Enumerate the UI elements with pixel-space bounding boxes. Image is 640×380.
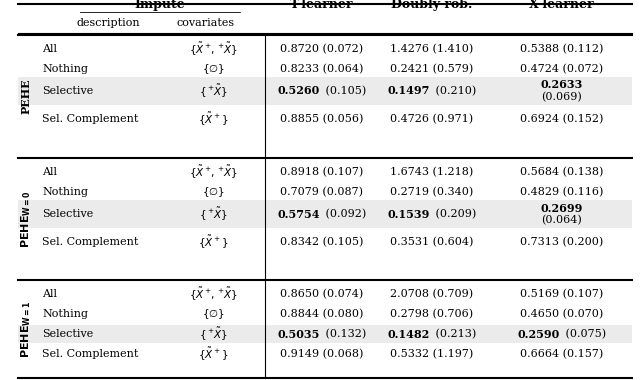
Text: Sel. Complement: Sel. Complement	[42, 349, 138, 359]
Text: 0.5684 (0.138): 0.5684 (0.138)	[520, 167, 604, 177]
Text: 2.0708 (0.709): 2.0708 (0.709)	[390, 289, 474, 299]
Text: $\{\emptyset\}$: $\{\emptyset\}$	[202, 62, 225, 76]
Text: $\{{}^+\!\tilde{X}\}$: $\{{}^+\!\tilde{X}\}$	[198, 206, 227, 222]
Text: 0.2421 (0.579): 0.2421 (0.579)	[390, 64, 474, 74]
Text: 0.8233 (0.064): 0.8233 (0.064)	[280, 64, 364, 74]
Text: 0.6924 (0.152): 0.6924 (0.152)	[520, 114, 604, 124]
Text: Sel. Complement: Sel. Complement	[42, 114, 138, 124]
Text: $\{\tilde{X}^+\!,{}^+\!\tilde{X}\}$: $\{\tilde{X}^+\!,{}^+\!\tilde{X}\}$	[189, 286, 237, 302]
Text: Selective: Selective	[42, 86, 93, 96]
Text: $\{\emptyset\}$: $\{\emptyset\}$	[202, 185, 225, 199]
Text: (0.092): (0.092)	[322, 209, 366, 219]
Text: (0.213): (0.213)	[432, 329, 476, 339]
Text: 1.6743 (1.218): 1.6743 (1.218)	[390, 167, 474, 177]
Text: Selective: Selective	[42, 209, 93, 219]
Text: Doubly rob.: Doubly rob.	[391, 0, 473, 11]
Text: $\{\emptyset\}$: $\{\emptyset\}$	[202, 307, 225, 321]
Text: 0.1497: 0.1497	[388, 86, 430, 97]
Text: 0.8650 (0.074): 0.8650 (0.074)	[280, 289, 364, 299]
Text: 0.4724 (0.072): 0.4724 (0.072)	[520, 64, 604, 74]
Text: 0.8918 (0.107): 0.8918 (0.107)	[280, 167, 364, 177]
Text: $\{{}^+\!\tilde{X}\}$: $\{{}^+\!\tilde{X}\}$	[198, 82, 227, 100]
Text: 0.2590: 0.2590	[518, 328, 560, 339]
Text: 0.8855 (0.056): 0.8855 (0.056)	[280, 114, 364, 124]
Text: 0.8844 (0.080): 0.8844 (0.080)	[280, 309, 364, 319]
Text: 0.1539: 0.1539	[388, 209, 430, 220]
Text: Nothing: Nothing	[42, 309, 88, 319]
Text: 1.4276 (1.410): 1.4276 (1.410)	[390, 44, 474, 54]
Text: 0.4726 (0.971): 0.4726 (0.971)	[390, 114, 474, 124]
Text: 0.2633: 0.2633	[541, 79, 583, 90]
Text: 0.8342 (0.105): 0.8342 (0.105)	[280, 237, 364, 247]
Text: 0.9149 (0.068): 0.9149 (0.068)	[280, 349, 364, 359]
Text: (0.132): (0.132)	[322, 329, 366, 339]
Text: T-learner: T-learner	[291, 0, 354, 11]
Text: 0.2719 (0.340): 0.2719 (0.340)	[390, 187, 474, 197]
Text: All: All	[42, 289, 57, 299]
Text: Nothing: Nothing	[42, 187, 88, 197]
Text: 0.5035: 0.5035	[278, 328, 320, 339]
Bar	[18, 325, 632, 343]
Text: Nothing: Nothing	[42, 64, 88, 74]
Text: (0.064): (0.064)	[541, 215, 582, 225]
Text: 0.7079 (0.087): 0.7079 (0.087)	[280, 187, 364, 197]
Text: All: All	[42, 44, 57, 54]
Text: (0.075): (0.075)	[562, 329, 606, 339]
Text: All: All	[42, 167, 57, 177]
Text: 0.3531 (0.604): 0.3531 (0.604)	[390, 237, 474, 247]
Text: $\{\tilde{X}^+\}$: $\{\tilde{X}^+\}$	[198, 111, 228, 127]
Text: 0.5260: 0.5260	[278, 86, 320, 97]
Text: 0.5169 (0.107): 0.5169 (0.107)	[520, 289, 604, 299]
Text: (0.210): (0.210)	[432, 86, 476, 96]
Text: covariates: covariates	[177, 18, 235, 28]
Text: $\{\tilde{X}^+\!,{}^+\!\tilde{X}\}$: $\{\tilde{X}^+\!,{}^+\!\tilde{X}\}$	[189, 163, 237, 180]
Text: $\mathbf{PEHE_{W=1}}$: $\mathbf{PEHE_{W=1}}$	[19, 300, 33, 358]
Text: 0.5754: 0.5754	[278, 209, 320, 220]
Text: X-learner: X-learner	[529, 0, 595, 11]
Text: $\{\tilde{X}^+\}$: $\{\tilde{X}^+\}$	[198, 345, 228, 363]
Text: 0.5388 (0.112): 0.5388 (0.112)	[520, 44, 604, 54]
Bar	[18, 200, 632, 228]
Text: $\mathbf{PEHE_{W=0}}$: $\mathbf{PEHE_{W=0}}$	[19, 190, 33, 248]
Text: 0.2798 (0.706): 0.2798 (0.706)	[390, 309, 474, 319]
Text: 0.5332 (1.197): 0.5332 (1.197)	[390, 349, 474, 359]
Text: (0.069): (0.069)	[541, 92, 582, 102]
Text: Selective: Selective	[42, 329, 93, 339]
Text: (0.105): (0.105)	[322, 86, 366, 96]
Text: 0.4650 (0.070): 0.4650 (0.070)	[520, 309, 604, 319]
Text: PEHE: PEHE	[20, 79, 31, 114]
Text: 0.8720 (0.072): 0.8720 (0.072)	[280, 44, 364, 54]
Text: 0.4829 (0.116): 0.4829 (0.116)	[520, 187, 604, 197]
Text: (0.209): (0.209)	[432, 209, 476, 219]
Text: description: description	[76, 18, 140, 28]
Text: Impute: Impute	[134, 0, 186, 11]
Text: 0.7313 (0.200): 0.7313 (0.200)	[520, 237, 604, 247]
Text: 0.2699: 0.2699	[541, 203, 583, 214]
Bar	[18, 77, 632, 105]
Text: $\{{}^+\!\tilde{X}\}$: $\{{}^+\!\tilde{X}\}$	[198, 326, 227, 342]
Text: $\{\tilde{X}^+\}$: $\{\tilde{X}^+\}$	[198, 234, 228, 250]
Text: $\{\tilde{X}^+\!,{}^+\!\tilde{X}\}$: $\{\tilde{X}^+\!,{}^+\!\tilde{X}\}$	[189, 41, 237, 57]
Text: Sel. Complement: Sel. Complement	[42, 237, 138, 247]
Text: 0.1482: 0.1482	[388, 328, 430, 339]
Text: 0.6664 (0.157): 0.6664 (0.157)	[520, 349, 604, 359]
